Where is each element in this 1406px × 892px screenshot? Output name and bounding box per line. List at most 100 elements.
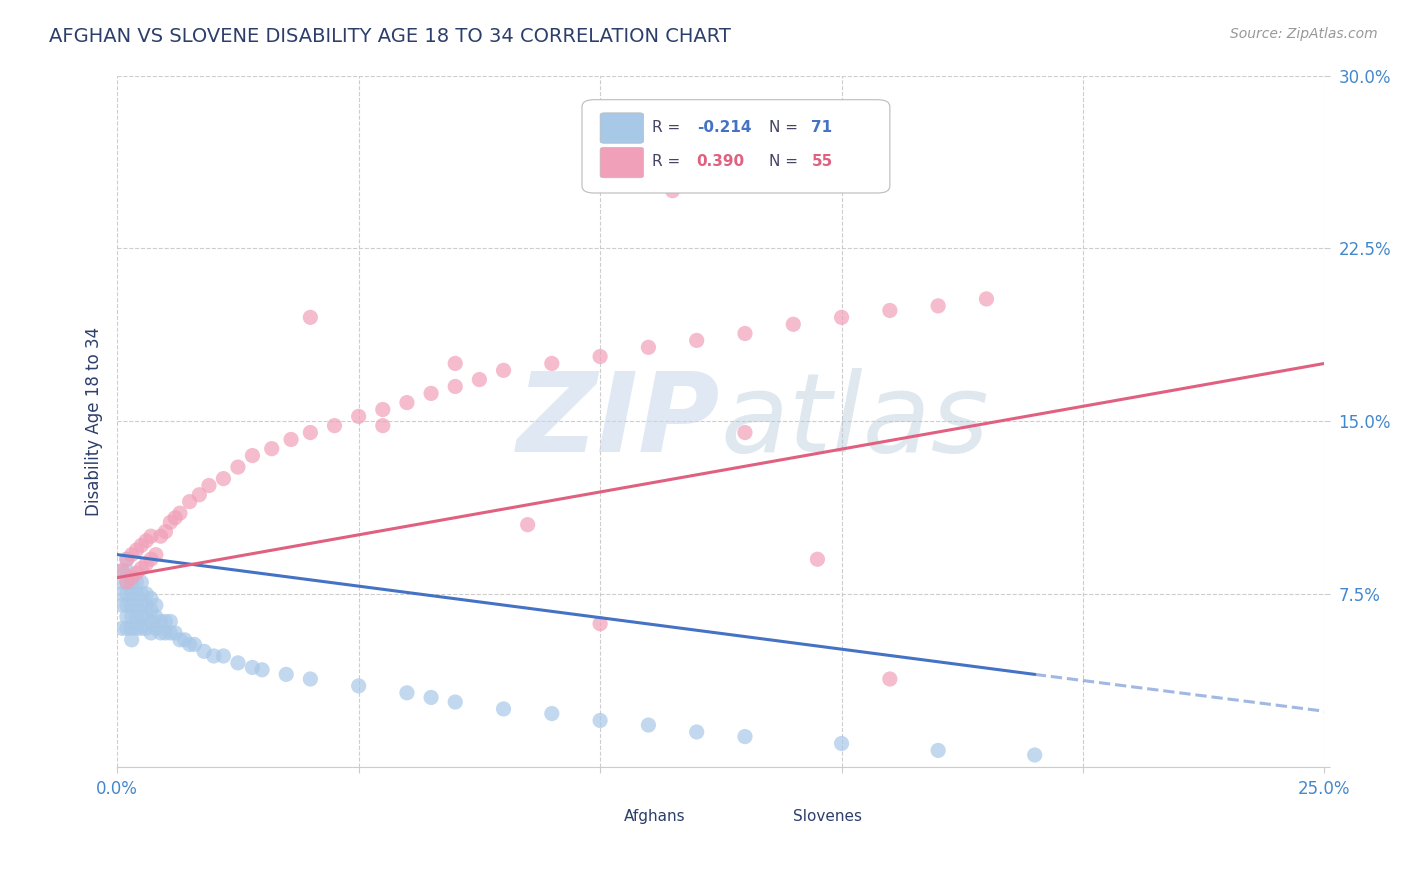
FancyBboxPatch shape — [582, 100, 890, 193]
Point — [782, 318, 804, 332]
Point — [149, 529, 172, 543]
Point — [121, 575, 143, 590]
Point — [155, 626, 177, 640]
Point — [135, 609, 157, 624]
Point — [468, 373, 491, 387]
Point — [395, 686, 418, 700]
Point — [131, 609, 153, 624]
Point — [927, 299, 949, 313]
Point — [111, 575, 134, 590]
Point — [121, 548, 143, 562]
Point — [135, 621, 157, 635]
Point — [169, 506, 191, 520]
FancyBboxPatch shape — [600, 112, 644, 144]
Point — [115, 564, 138, 578]
Point — [149, 626, 172, 640]
Point — [159, 516, 181, 530]
Point — [976, 292, 998, 306]
Point — [121, 599, 143, 613]
Point — [111, 564, 134, 578]
Point — [299, 310, 322, 325]
Point — [734, 730, 756, 744]
Text: -0.214: -0.214 — [697, 120, 751, 135]
FancyBboxPatch shape — [585, 802, 621, 830]
Text: AFGHAN VS SLOVENE DISABILITY AGE 18 TO 34 CORRELATION CHART: AFGHAN VS SLOVENE DISABILITY AGE 18 TO 3… — [49, 27, 731, 45]
Point — [492, 363, 515, 377]
Point — [173, 632, 195, 647]
Point — [111, 564, 134, 578]
Point — [139, 626, 162, 640]
Point — [135, 599, 157, 613]
Point — [135, 587, 157, 601]
Point — [149, 615, 172, 629]
Point — [686, 725, 709, 739]
Point — [135, 533, 157, 548]
Point — [125, 599, 148, 613]
Point — [111, 621, 134, 635]
Point — [188, 488, 211, 502]
Point — [589, 714, 612, 728]
Point — [202, 648, 225, 663]
Point — [492, 702, 515, 716]
Point — [371, 402, 394, 417]
Text: atlas: atlas — [721, 368, 990, 475]
Point — [155, 615, 177, 629]
Point — [831, 310, 853, 325]
Point — [131, 575, 153, 590]
Point — [115, 609, 138, 624]
FancyBboxPatch shape — [754, 802, 790, 830]
Text: R =: R = — [652, 120, 685, 135]
Point — [879, 303, 901, 318]
Point — [212, 648, 235, 663]
Point — [516, 517, 538, 532]
Point — [155, 524, 177, 539]
Point — [589, 616, 612, 631]
Point — [879, 672, 901, 686]
Point — [661, 184, 683, 198]
Point — [589, 350, 612, 364]
Point — [347, 679, 370, 693]
Point — [121, 571, 143, 585]
Point — [444, 379, 467, 393]
Point — [115, 599, 138, 613]
Point — [145, 599, 167, 613]
Point — [226, 460, 249, 475]
Text: ZIP: ZIP — [517, 368, 721, 475]
Point — [540, 706, 562, 721]
Point — [131, 621, 153, 635]
Point — [831, 737, 853, 751]
Point — [159, 615, 181, 629]
Point — [145, 609, 167, 624]
Point — [131, 561, 153, 575]
Point — [193, 644, 215, 658]
Point — [139, 591, 162, 606]
Point — [395, 395, 418, 409]
Point — [111, 587, 134, 601]
Point — [121, 587, 143, 601]
FancyBboxPatch shape — [600, 147, 644, 178]
Point — [165, 626, 187, 640]
Point — [139, 603, 162, 617]
Point — [734, 326, 756, 341]
Point — [111, 599, 134, 613]
Point — [135, 557, 157, 571]
Point — [260, 442, 283, 456]
Point — [299, 672, 322, 686]
Point — [686, 334, 709, 348]
Text: R =: R = — [652, 154, 690, 169]
Point — [420, 386, 443, 401]
Point — [183, 637, 205, 651]
Point — [125, 621, 148, 635]
Point — [927, 743, 949, 757]
Point — [115, 587, 138, 601]
Text: N =: N = — [769, 154, 803, 169]
Point — [637, 718, 659, 732]
Y-axis label: Disability Age 18 to 34: Disability Age 18 to 34 — [86, 326, 103, 516]
Point — [212, 472, 235, 486]
Point — [734, 425, 756, 440]
Point — [323, 418, 346, 433]
Point — [169, 632, 191, 647]
Point — [165, 510, 187, 524]
Point — [125, 575, 148, 590]
Point — [131, 587, 153, 601]
